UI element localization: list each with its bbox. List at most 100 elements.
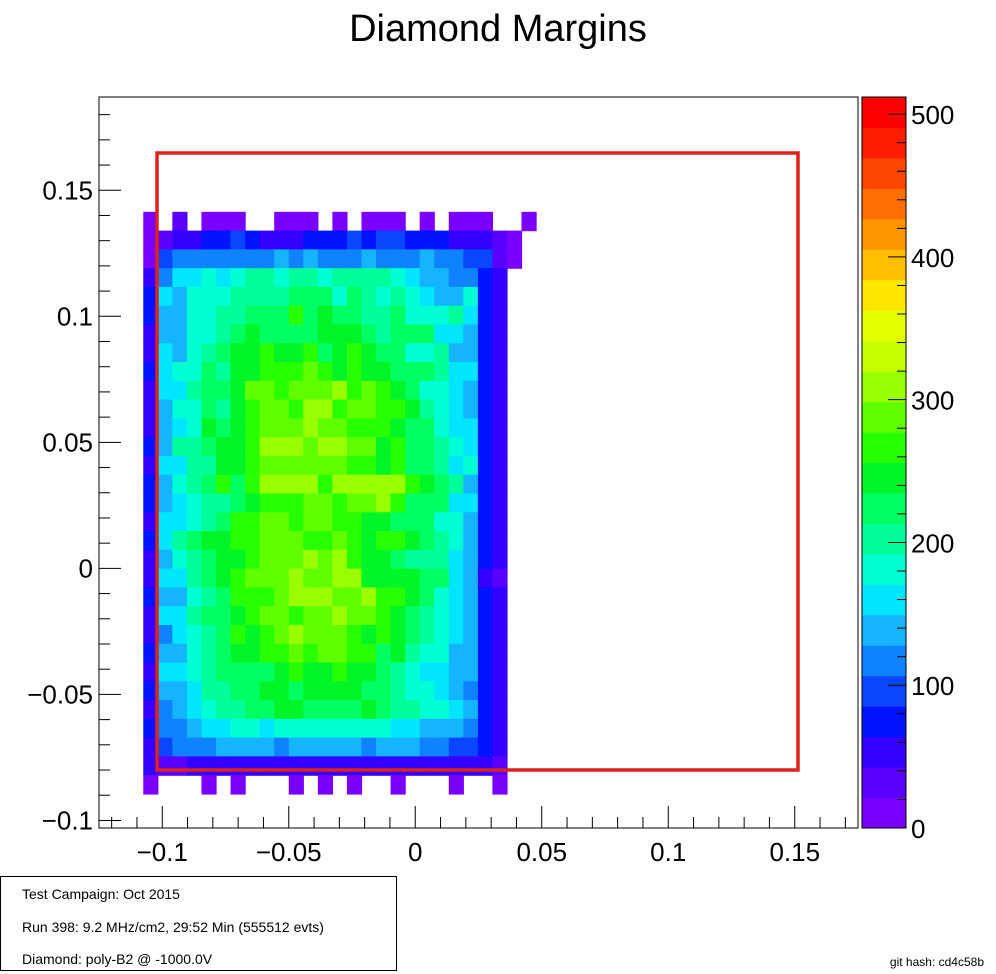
heatmap-cell: [390, 362, 406, 382]
heatmap-cell: [245, 286, 261, 307]
heatmap-cell: [143, 493, 159, 513]
heatmap-cell: [361, 380, 377, 401]
heatmap-cell: [157, 268, 173, 288]
heatmap-cell: [332, 268, 348, 288]
heatmap-cell: [376, 362, 392, 382]
heatmap-cell: [332, 756, 348, 776]
heatmap-cell: [361, 606, 377, 626]
heatmap-cell: [390, 493, 406, 513]
heatmap-cell: [390, 474, 406, 495]
heatmap-cell: [288, 624, 304, 645]
heatmap-cell: [376, 700, 392, 720]
heatmap-cell: [303, 756, 319, 776]
heatmap-cell: [492, 512, 508, 532]
heatmap-cell: [143, 380, 159, 401]
heatmap-cell: [201, 718, 217, 739]
heatmap-cell: [186, 662, 203, 682]
heatmap-cell: [376, 587, 392, 607]
heatmap-cell: [172, 737, 188, 758]
heatmap-cell: [463, 230, 479, 250]
heatmap-cell: [230, 343, 246, 363]
heatmap-cell: [448, 324, 464, 344]
colorbar-swatch: [862, 462, 906, 494]
heatmap-cell: [405, 230, 421, 250]
heatmap-cell: [405, 662, 421, 682]
heatmap-cell: [172, 324, 188, 344]
heatmap-cell: [376, 380, 392, 401]
heatmap-cell: [157, 606, 173, 626]
colorbar-swatch: [862, 340, 906, 372]
heatmap-cell: [303, 624, 319, 645]
heatmap-cell: [230, 230, 246, 250]
git-hash-label: git hash: cd4c58b: [889, 955, 984, 969]
heatmap-cell: [288, 418, 304, 438]
heatmap-cell: [274, 512, 290, 532]
heatmap-cell: [463, 549, 479, 570]
heatmap-cell: [288, 681, 304, 701]
colorbar-swatch: [862, 279, 906, 311]
heatmap-cell: [245, 718, 261, 739]
heatmap-cell: [172, 211, 188, 232]
heatmap-cell: [259, 418, 275, 438]
heatmap-cell: [434, 700, 450, 720]
heatmap-cell: [332, 606, 348, 626]
z-tick-label: 300: [911, 386, 954, 416]
heatmap-cell: [419, 737, 435, 758]
heatmap-cell: [274, 474, 290, 495]
heatmap-cell: [216, 718, 232, 739]
heatmap-cell: [274, 286, 290, 307]
heatmap-cell: [245, 362, 261, 382]
heatmap-cell: [259, 700, 275, 720]
heatmap-cell: [230, 718, 246, 739]
heatmap-cell: [245, 249, 261, 269]
heatmap-cell: [288, 249, 304, 269]
heatmap-cell: [463, 211, 479, 232]
heatmap-cell: [274, 681, 290, 701]
heatmap-cell: [186, 493, 203, 513]
heatmap-cell: [201, 549, 217, 570]
heatmap-cell: [216, 305, 232, 326]
heatmap-cell: [419, 399, 435, 419]
heatmap-cell: [434, 418, 450, 438]
heatmap-cell: [477, 531, 494, 551]
heatmap-cell: [405, 681, 421, 701]
heatmap-cell: [172, 531, 188, 551]
heatmap-cell: [303, 211, 319, 232]
heatmap-cell: [303, 286, 319, 307]
heatmap-cell: [245, 624, 261, 645]
heatmap-cell: [172, 418, 188, 438]
heatmap-cell: [201, 380, 217, 401]
heatmap-cell: [390, 455, 406, 476]
heatmap-cell: [419, 474, 435, 495]
heatmap-cell: [216, 643, 232, 664]
heatmap-cell: [143, 756, 159, 776]
heatmap-cell: [230, 737, 246, 758]
heatmap-cell: [463, 399, 479, 419]
heatmap-cell: [390, 437, 406, 457]
heatmap-cell: [361, 700, 377, 720]
heatmap-cell: [390, 718, 406, 739]
heatmap-cell: [376, 211, 392, 232]
heatmap-cell: [492, 662, 508, 682]
colorbar-swatch: [862, 675, 906, 707]
colorbar-swatch: [862, 767, 906, 799]
heatmap-cell: [259, 737, 275, 758]
heatmap-cell: [245, 643, 261, 664]
heatmap-cell: [332, 455, 348, 476]
colorbar-swatch: [862, 310, 906, 342]
heatmap-cell: [201, 230, 217, 250]
heatmap-cell: [376, 549, 392, 570]
heatmap-cell: [332, 568, 348, 588]
heatmap-cell: [259, 493, 275, 513]
heatmap-cell: [201, 399, 217, 419]
heatmap-cell: [143, 399, 159, 419]
heatmap-cell: [477, 662, 494, 682]
heatmap-cell: [201, 324, 217, 344]
heatmap-cell: [230, 493, 246, 513]
heatmap-cell: [376, 531, 392, 551]
heatmap-cell: [463, 737, 479, 758]
heatmap-cell: [288, 268, 304, 288]
colorbar-swatch: [862, 371, 906, 403]
heatmap-cell: [216, 756, 232, 776]
heatmap-cell: [230, 643, 246, 664]
